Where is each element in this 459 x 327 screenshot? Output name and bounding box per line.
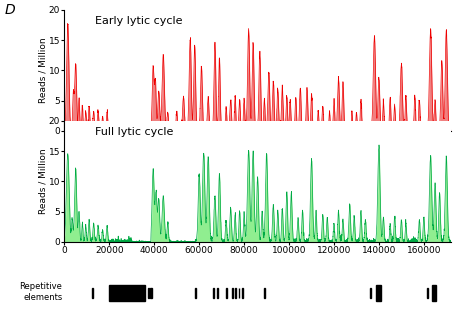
Text: Full lytic cycle: Full lytic cycle xyxy=(95,127,174,137)
Text: Early lytic cycle: Early lytic cycle xyxy=(95,16,182,26)
Y-axis label: Reads / Million: Reads / Million xyxy=(38,149,47,214)
Text: Repetitive
elements: Repetitive elements xyxy=(20,283,62,302)
Bar xyxy=(426,288,427,298)
Bar xyxy=(212,288,213,298)
Bar xyxy=(226,288,227,298)
Bar xyxy=(238,288,239,298)
Y-axis label: Reads / Million: Reads / Million xyxy=(38,38,47,103)
Bar xyxy=(375,285,381,301)
Bar xyxy=(147,288,149,298)
Bar xyxy=(369,288,370,298)
Bar xyxy=(92,288,93,298)
Text: D: D xyxy=(5,3,15,17)
Bar xyxy=(194,288,195,298)
Bar xyxy=(231,288,232,298)
Bar xyxy=(217,288,218,298)
Bar xyxy=(431,285,435,301)
Bar xyxy=(109,285,145,301)
Bar xyxy=(264,288,265,298)
Bar xyxy=(241,288,242,298)
Bar xyxy=(150,288,151,298)
